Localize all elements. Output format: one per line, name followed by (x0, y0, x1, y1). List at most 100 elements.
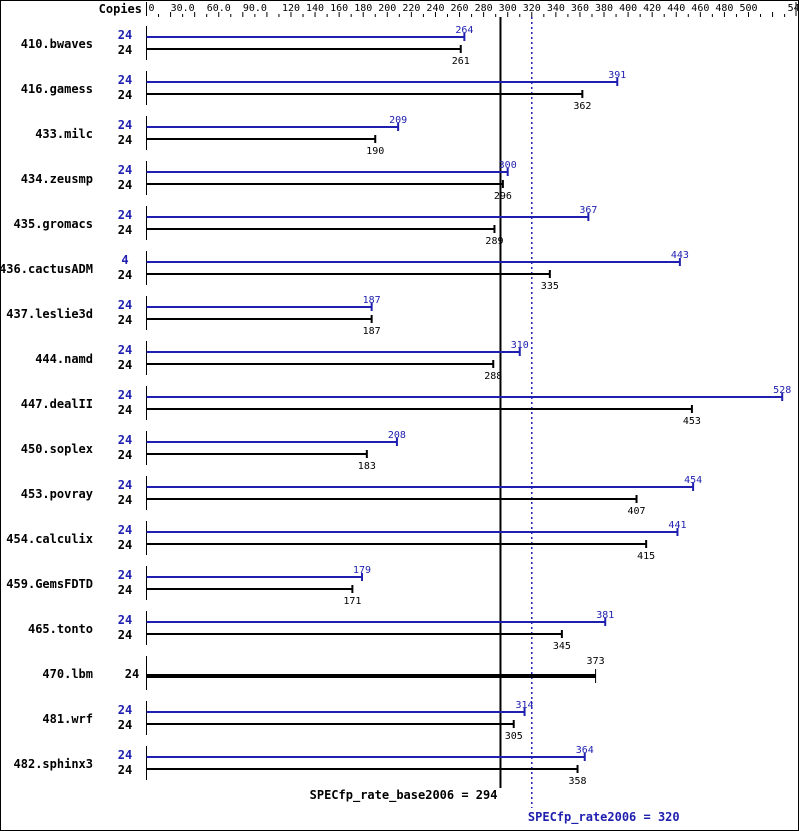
base-copies: 24 (118, 448, 132, 462)
benchmark-label: 416.gamess (21, 82, 93, 96)
base-value-label: 288 (484, 371, 502, 382)
tick-label: 500 (739, 3, 757, 14)
base-value-label: 362 (573, 101, 591, 112)
benchmark-label: 459.GemsFDTD (6, 577, 93, 591)
benchmark-label: 470.lbm (42, 667, 93, 681)
tick-label: 540 (788, 3, 799, 14)
tick-label: 30.0 (171, 3, 195, 14)
benchmark-label: 410.bwaves (21, 37, 93, 51)
base-copies: 24 (118, 538, 132, 552)
tick-label: 160 (330, 3, 348, 14)
base-value-label: 345 (553, 641, 571, 652)
base-value-label: 190 (366, 146, 384, 157)
peak-value-label: 300 (499, 160, 517, 171)
base-value-label: 305 (505, 731, 523, 742)
base-copies: 24 (118, 313, 132, 327)
tick-label: 200 (378, 3, 396, 14)
peak-value-label: 443 (671, 250, 689, 261)
benchmark-label: 436.cactusADM (0, 262, 93, 276)
base-value-label: 296 (494, 191, 512, 202)
benchmark-label: 437.leslie3d (6, 307, 93, 321)
base-copies: 24 (118, 178, 132, 192)
peak-copies: 24 (118, 343, 132, 357)
peak-value-label: 264 (455, 25, 473, 36)
peak-value-label: 310 (511, 340, 529, 351)
tick-label: 400 (619, 3, 637, 14)
tick-label: 90.0 (243, 3, 267, 14)
benchmark-label: 481.wrf (42, 712, 93, 726)
peak-value-label: 528 (773, 385, 791, 396)
benchmark-label: 447.dealII (21, 397, 93, 411)
base-value-label: 171 (343, 596, 361, 607)
tick-label: 440 (667, 3, 685, 14)
base-copies: 24 (118, 403, 132, 417)
peak-value-label: 187 (363, 295, 381, 306)
tick-label: 380 (595, 3, 613, 14)
peak-value-label: 367 (579, 205, 597, 216)
tick-label: 360 (571, 3, 589, 14)
peak-copies: 4 (121, 253, 128, 267)
base-value-label: 407 (627, 506, 645, 517)
base-copies: 24 (125, 667, 139, 681)
peak-copies: 24 (118, 523, 132, 537)
benchmark-label: 465.tonto (28, 622, 93, 636)
tick-label: 260 (451, 3, 469, 14)
base-copies: 24 (118, 628, 132, 642)
base-value-label: 335 (541, 281, 559, 292)
base-copies: 24 (118, 763, 132, 777)
base-value-label: 183 (358, 461, 376, 472)
base-value-label: 453 (683, 416, 701, 427)
tick-label: 340 (547, 3, 565, 14)
tick-label: 140 (306, 3, 324, 14)
base-value-label: 358 (569, 776, 587, 787)
tick-label: 280 (475, 3, 493, 14)
peak-copies: 24 (118, 433, 132, 447)
base-copies: 24 (118, 223, 132, 237)
tick-label: 300 (499, 3, 517, 14)
benchmark-label: 454.calculix (6, 532, 93, 546)
peak-value-label: 208 (388, 430, 406, 441)
copies-header: Copies (99, 2, 142, 16)
base-value-label: 187 (363, 326, 381, 337)
tick-label: 460 (691, 3, 709, 14)
tick-label: 420 (643, 3, 661, 14)
benchmark-label: 444.namd (35, 352, 93, 366)
peak-copies: 24 (118, 118, 132, 132)
peak-copies: 24 (118, 28, 132, 42)
tick-label: 480 (715, 3, 733, 14)
peak-value-label: 441 (668, 520, 686, 531)
base-copies: 24 (118, 43, 132, 57)
peak-value-label: 314 (516, 700, 534, 711)
benchmark-label: 434.zeusmp (21, 172, 93, 186)
base-copies: 24 (118, 358, 132, 372)
base-value-label: 289 (485, 236, 503, 247)
base-copies: 24 (118, 88, 132, 102)
base-copies: 24 (118, 133, 132, 147)
tick-label: 180 (354, 3, 372, 14)
tick-label: 240 (426, 3, 444, 14)
base-copies: 24 (118, 268, 132, 282)
benchmark-label: 433.milc (35, 127, 93, 141)
base-copies: 24 (118, 718, 132, 732)
benchmark-label: 435.gromacs (14, 217, 93, 231)
peak-value-label: 364 (576, 745, 594, 756)
base-value-label: 373 (587, 656, 605, 667)
peak-copies: 24 (118, 703, 132, 717)
peak-copies: 24 (118, 478, 132, 492)
peak-reference-label: SPECfp_rate2006 = 320 (528, 810, 680, 825)
peak-copies: 24 (118, 208, 132, 222)
benchmark-label: 453.povray (21, 487, 93, 501)
peak-value-label: 209 (389, 115, 407, 126)
peak-copies: 24 (118, 388, 132, 402)
peak-copies: 24 (118, 613, 132, 627)
peak-copies: 24 (118, 298, 132, 312)
tick-label: 220 (402, 3, 420, 14)
peak-copies: 24 (118, 163, 132, 177)
base-copies: 24 (118, 493, 132, 507)
tick-label: 120 (282, 3, 300, 14)
base-value-label: 261 (452, 56, 470, 67)
benchmark-label: 450.soplex (21, 442, 93, 456)
peak-copies: 24 (118, 568, 132, 582)
